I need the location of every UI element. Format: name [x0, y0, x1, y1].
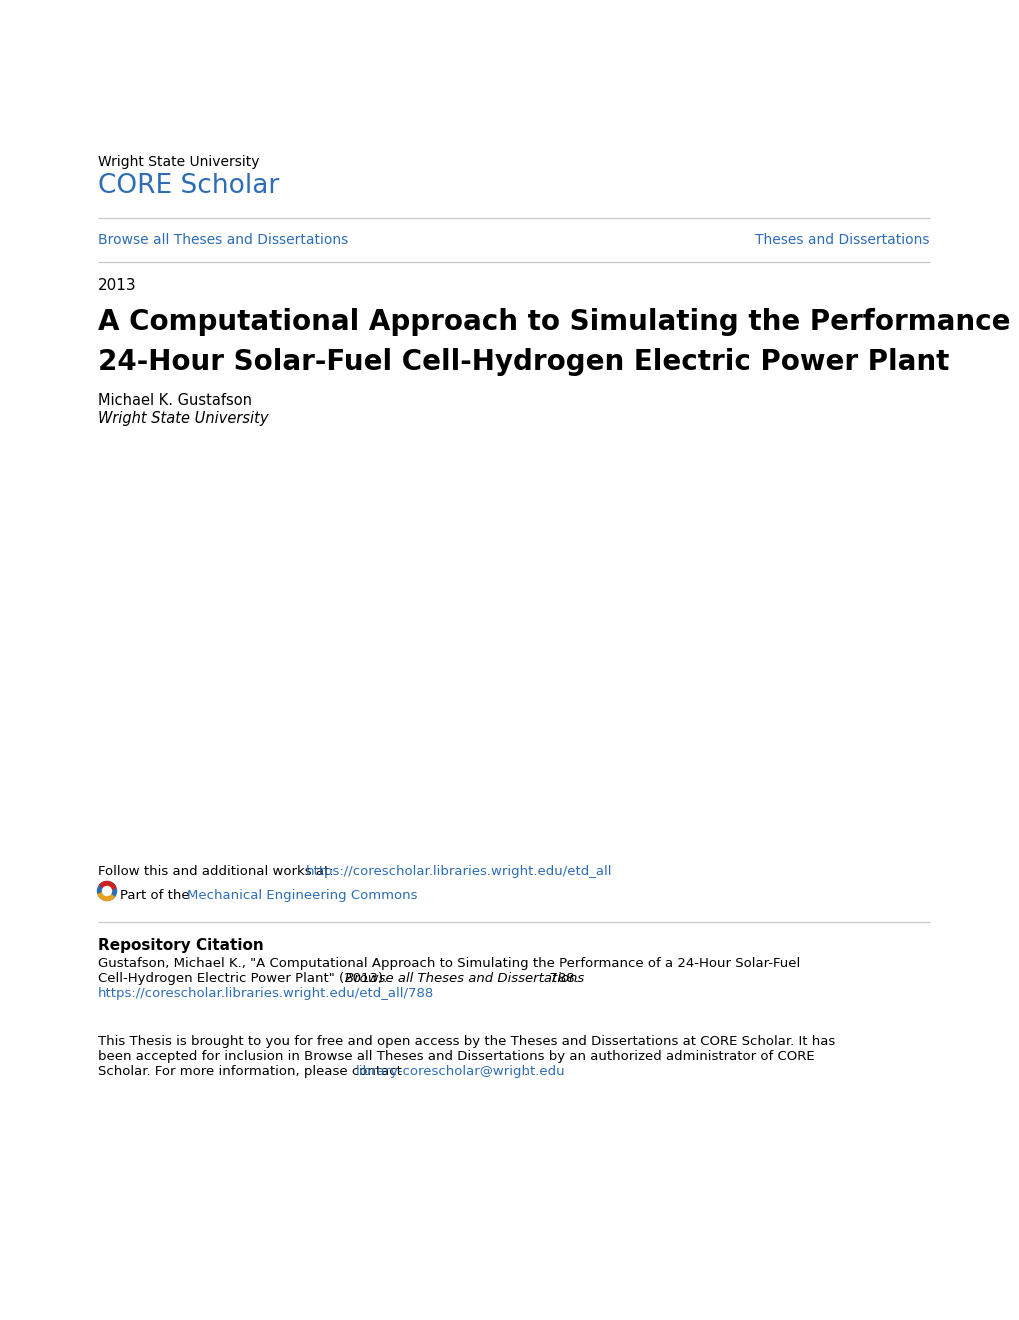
Circle shape — [98, 882, 116, 900]
Text: Scholar. For more information, please contact: Scholar. For more information, please co… — [98, 1065, 406, 1078]
Text: CORE Scholar: CORE Scholar — [98, 173, 279, 199]
Text: Browse all Theses and Dissertations: Browse all Theses and Dissertations — [344, 972, 583, 985]
Text: Gustafson, Michael K., "A Computational Approach to Simulating the Performance o: Gustafson, Michael K., "A Computational … — [98, 957, 800, 970]
Text: Theses and Dissertations: Theses and Dissertations — [755, 234, 929, 247]
Text: Michael K. Gustafson: Michael K. Gustafson — [98, 393, 252, 408]
Wedge shape — [100, 882, 116, 891]
Text: been accepted for inclusion in Browse all Theses and Dissertations by an authori: been accepted for inclusion in Browse al… — [98, 1049, 814, 1063]
Text: Wright State University: Wright State University — [98, 154, 259, 169]
Circle shape — [102, 887, 111, 895]
Text: Repository Citation: Repository Citation — [98, 939, 264, 953]
Text: Wright State University: Wright State University — [98, 411, 268, 426]
Text: Cell-Hydrogen Electric Power Plant" (2013).: Cell-Hydrogen Electric Power Plant" (201… — [98, 972, 391, 985]
Text: https://corescholar.libraries.wright.edu/etd_all: https://corescholar.libraries.wright.edu… — [305, 865, 611, 878]
Text: Mechanical Engineering Commons: Mechanical Engineering Commons — [187, 888, 418, 902]
Text: 24-Hour Solar-Fuel Cell-Hydrogen Electric Power Plant: 24-Hour Solar-Fuel Cell-Hydrogen Electri… — [98, 348, 949, 376]
Text: .: . — [524, 1065, 528, 1078]
Text: . 788.: . 788. — [540, 972, 578, 985]
Text: 2013: 2013 — [98, 279, 137, 293]
Wedge shape — [98, 891, 114, 900]
Text: https://corescholar.libraries.wright.edu/etd_all/788: https://corescholar.libraries.wright.edu… — [98, 987, 434, 1001]
Text: Follow this and additional works at:: Follow this and additional works at: — [98, 865, 337, 878]
Text: A Computational Approach to Simulating the Performance of a: A Computational Approach to Simulating t… — [98, 308, 1019, 337]
Text: library-corescholar@wright.edu: library-corescholar@wright.edu — [356, 1065, 565, 1078]
Text: Part of the: Part of the — [120, 888, 194, 902]
Text: Browse all Theses and Dissertations: Browse all Theses and Dissertations — [98, 234, 347, 247]
Text: This Thesis is brought to you for free and open access by the Theses and Dissert: This Thesis is brought to you for free a… — [98, 1035, 835, 1048]
